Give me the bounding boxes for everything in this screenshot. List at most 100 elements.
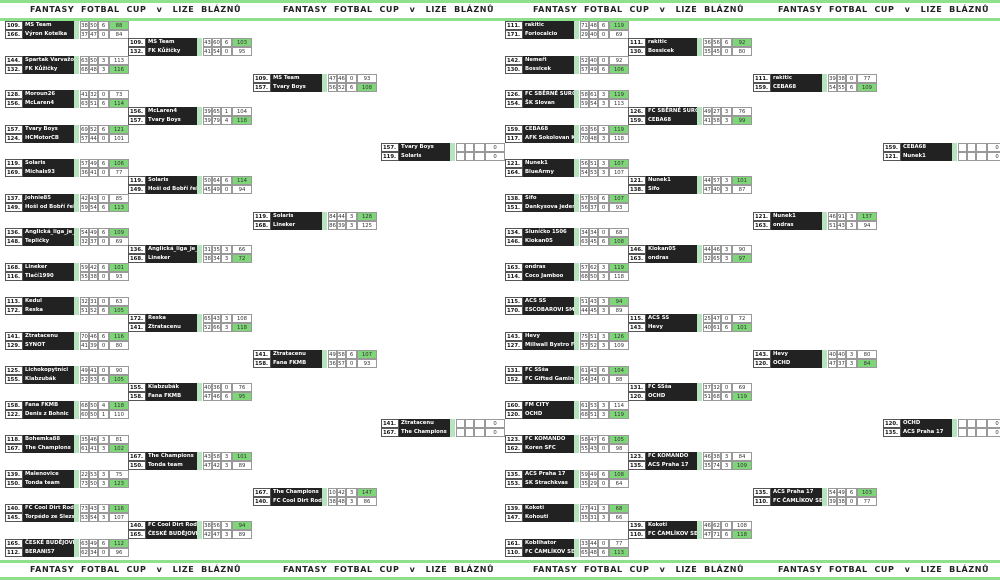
match-left-round3[interactable]: 141. Ztratacenu 49 58 6 107 158. Fana FKMB 36 57 0… bbox=[253, 350, 377, 368]
match-left-round1[interactable]: 136.Anglická_liga_je_lep54496109148.Tepl… bbox=[5, 228, 129, 246]
match-right-round1[interactable]: 139. Kokoti 27 41 3 68 147. Kohouti 35 31 3 66 bbox=[505, 504, 629, 522]
team-row[interactable]: 135. ACS Praha 17 59 49 6 108 bbox=[505, 470, 629, 479]
team-row[interactable]: 139. Kokoti 46 62 0 108 bbox=[628, 521, 752, 530]
team-name[interactable]: ondras bbox=[523, 263, 574, 272]
match-right-round3[interactable]: 135. ACS Praha 17 54 49 6 103 110. FC ČAMLÍKOV … bbox=[753, 488, 877, 506]
match-left-round1[interactable]: 118. Bohemka88 35 46 3 81 167. The Champions 61 4… bbox=[5, 435, 129, 453]
team-name[interactable]: FC SBĚRNÉ SUROVINY bbox=[646, 107, 697, 116]
team-name[interactable]: Dankysova jedenáctka bbox=[523, 203, 574, 212]
team-row[interactable]: 147. Kohouti 35 31 3 66 bbox=[505, 513, 629, 522]
team-row[interactable]: 130. Bossicek 35 45 0 80 bbox=[628, 47, 752, 56]
match-left-round1[interactable]: 139. Malenovice 22 53 3 75 150. Tonda team 73 50 3… bbox=[5, 470, 129, 488]
team-name[interactable]: Johnie85 bbox=[23, 194, 74, 203]
team-name[interactable]: OCHD bbox=[771, 359, 822, 368]
team-name[interactable]: Anglická_liga_je_lep bbox=[23, 228, 74, 237]
team-row[interactable]: 166. Výron Kotelka 37 47 0 84 bbox=[5, 30, 129, 39]
team-row[interactable]: 110. FC ČAMLÍKOV SE 65 48 6 113 bbox=[505, 548, 629, 557]
team-row[interactable]: 163. ondras 57 62 3 119 bbox=[505, 263, 629, 272]
match-left-round2[interactable]: 167. The Champions 43 58 3 101 150. Tonda team 4… bbox=[128, 452, 252, 470]
match-left-round1[interactable]: 125. Lichokopytníci 49 41 0 90 155. Klabzubák 52… bbox=[5, 366, 129, 384]
team-name[interactable]: ESCOBAROVI SMAŽ bbox=[523, 306, 574, 315]
team-row[interactable]: 148. Tepličky 32 37 0 69 bbox=[5, 237, 129, 246]
team-row[interactable]: 120. OCHD 0 bbox=[883, 419, 1000, 428]
team-name[interactable]: Denis z Bohnic bbox=[23, 410, 74, 419]
team-name[interactable]: Kokoti bbox=[646, 521, 697, 530]
team-name[interactable]: CEBA68 bbox=[523, 125, 574, 134]
team-row[interactable]: 158. Fana FKMB 47 46 6 95 bbox=[128, 392, 252, 401]
team-row[interactable]: 157. Tvary Boys 56 52 6 108 bbox=[253, 83, 377, 92]
team-name[interactable]: FC KOMANDO bbox=[523, 435, 574, 444]
team-row[interactable]: 140. FC Cool Dirt Rod 73 43 3 116 bbox=[5, 504, 129, 513]
team-name[interactable]: Tvary Boys bbox=[271, 83, 322, 92]
team-row[interactable]: 168. Lineker 38 34 3 72 bbox=[128, 254, 252, 263]
match-right-round1[interactable]: 163. ondras 57 62 3 119 114. Coco Jamboo 68 50 3 11… bbox=[505, 263, 629, 281]
team-row[interactable]: 162. Koren SFC 55 43 0 98 bbox=[505, 444, 629, 453]
team-row[interactable]: 113. Kedul 32 31 0 63 bbox=[5, 297, 129, 306]
team-row[interactable]: 141. Ztratacenu 70 46 6 116 bbox=[5, 332, 129, 341]
team-name[interactable]: ondras bbox=[771, 221, 822, 230]
team-name[interactable]: Torpédo ze Slezska bbox=[23, 513, 74, 522]
team-name[interactable]: FC Cool Dirt Rod bbox=[271, 497, 322, 506]
team-row[interactable]: 115. ACS SS 51 43 3 94 bbox=[505, 297, 629, 306]
team-row[interactable]: 157. Tvary Boys 39 79 4 118 bbox=[128, 116, 252, 125]
team-name[interactable]: Fana FKMB bbox=[271, 359, 322, 368]
team-row[interactable]: 109. MS Team 38 50 6 88 bbox=[5, 21, 129, 30]
team-row[interactable]: 143. Hevy 75 51 3 126 bbox=[505, 332, 629, 341]
team-name[interactable]: Hevy bbox=[646, 323, 697, 332]
team-name[interactable]: CEBA68 bbox=[771, 83, 822, 92]
match-left-round2[interactable]: 155. Klabzubák 40 36 0 76 158. Fana FKMB 47 46 6 95 bbox=[128, 383, 252, 401]
team-name[interactable]: SYNOT bbox=[23, 341, 74, 350]
team-name[interactable]: ACS Praha 17 bbox=[901, 428, 952, 437]
team-name[interactable]: The Champions bbox=[399, 428, 450, 437]
team-row[interactable]: 140. FC Cool Dirt Rod 38 48 3 86 bbox=[253, 497, 377, 506]
team-row[interactable]: 169. Michals93 36 41 0 77 bbox=[5, 168, 129, 177]
match-left-round1[interactable]: 165.ČESKÉ BUDĚJOVICE63496112112.BERANI57… bbox=[5, 539, 129, 557]
match-left-round1[interactable]: 158. Fana FKMB 68 50 4 118 122. Denis z Bohnic 6… bbox=[5, 401, 129, 419]
team-name[interactable]: ACS SS bbox=[523, 297, 574, 306]
team-row[interactable]: 130. Bossicek 57 49 6 106 bbox=[505, 65, 629, 74]
team-row[interactable]: 146. Klokan05 63 45 6 108 bbox=[505, 237, 629, 246]
match-left-round2[interactable]: 140. FC Cool Dirt Rod 38 56 3 94 165. ČESKÉ BUD… bbox=[128, 521, 252, 539]
match-right-round4[interactable]: 159. CEBA68 0 121. Nunek1 0 bbox=[883, 143, 1000, 161]
team-name[interactable]: Solaris bbox=[23, 159, 74, 168]
match-left-round1[interactable]: 109. MS Team 38 50 6 88 166. Výron Kotelka 37 47 0… bbox=[5, 21, 129, 39]
team-row[interactable]: 124. HCMotorCB 57 44 0 101 bbox=[5, 134, 129, 143]
team-row[interactable]: 143. Hevy 40 40 3 80 bbox=[753, 350, 877, 359]
match-right-round2[interactable]: 139. Kokoti 46 62 0 108 110. FC ČAMLÍKOV SE 47 71… bbox=[628, 521, 752, 539]
team-name[interactable]: FC ČAMLÍKOV SE bbox=[523, 548, 574, 557]
match-right-round1[interactable]: 123. FC KOMANDO 58 47 6 105 162. Koren SFC 55 43 0… bbox=[505, 435, 629, 453]
team-name[interactable]: Bossicek bbox=[523, 65, 574, 74]
team-row[interactable]: 142. Nemeři 52 40 0 92 bbox=[505, 56, 629, 65]
team-name[interactable]: Klabzubák bbox=[146, 383, 197, 392]
team-name[interactable]: FC Gifted Gaming bbox=[523, 375, 574, 384]
match-right-round3[interactable]: 143. Hevy 40 40 3 80 120. OCHD 47 37 3 84 bbox=[753, 350, 877, 368]
team-name[interactable]: Coco Jamboo bbox=[523, 272, 574, 281]
match-left-round1[interactable]: 157. Tvary Boys 69 52 6 121 124. HCMotorCB 57 44 0… bbox=[5, 125, 129, 143]
match-right-round4[interactable]: 120. OCHD 0 135. ACS Praha 17 0 bbox=[883, 419, 1000, 437]
team-name[interactable]: Hevy bbox=[771, 350, 822, 359]
team-row[interactable]: 159. CEBA68 41 58 3 99 bbox=[628, 116, 752, 125]
team-name[interactable]: Sluníčko 1506 bbox=[523, 228, 574, 237]
team-row[interactable]: 120. OCHD 51 68 6 119 bbox=[628, 392, 752, 401]
team-row[interactable]: 141. Ztratacenu 52 66 3 118 bbox=[128, 323, 252, 332]
match-right-round1[interactable]: 121. Nunek1 56 51 3 107 164. BlueArmy 54 53 3 107 bbox=[505, 159, 629, 177]
team-name[interactable]: Tlačí1990 bbox=[23, 272, 74, 281]
team-row[interactable]: 158. Fana FKMB 68 50 4 118 bbox=[5, 401, 129, 410]
team-row[interactable]: 128. Moroun26 41 32 0 73 bbox=[5, 90, 129, 99]
match-left-round2[interactable]: 156. McLaren4 39 65 1 104 157. Tvary Boys 39 79 4 1… bbox=[128, 107, 252, 125]
team-row[interactable]: 127. Millwall Bystro FC 57 52 3 109 bbox=[505, 341, 629, 350]
team-name[interactable]: Millwall Bystro FC bbox=[523, 341, 574, 350]
team-row[interactable]: 167.The Champions 105423147 bbox=[253, 488, 377, 497]
team-name[interactable]: Kohouti bbox=[523, 513, 574, 522]
team-name[interactable]: FC SBĚRNÉ SUROVINY bbox=[523, 90, 574, 99]
team-name[interactable]: Solaris bbox=[271, 212, 322, 221]
team-name[interactable]: Klabzubák bbox=[23, 375, 74, 384]
team-row[interactable]: 123. FC KOMANDO 46 38 3 84 bbox=[628, 452, 752, 461]
match-right-round1[interactable]: 160. FM CITY 61 53 3 114 120. OCHD 68 51 3 119 bbox=[505, 401, 629, 419]
